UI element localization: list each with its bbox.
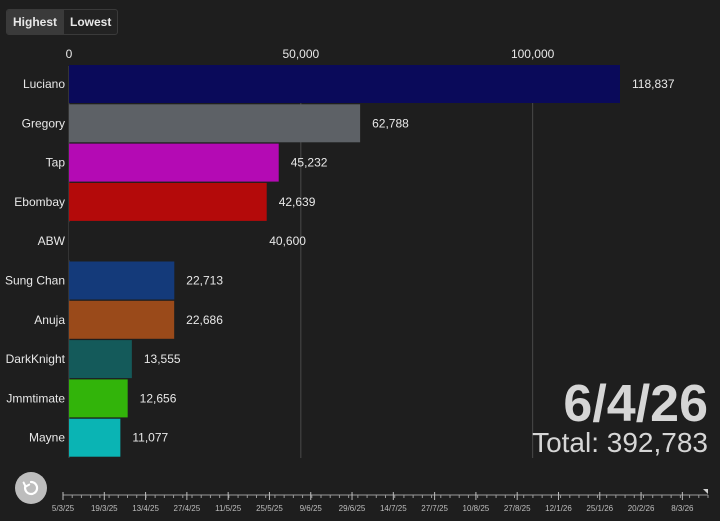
replay-icon xyxy=(22,480,39,496)
timeline-label: 27/7/25 xyxy=(421,504,448,513)
timeline-label: 13/4/25 xyxy=(132,504,159,513)
sort-toggle: Highest Lowest xyxy=(6,9,119,35)
value-label: 118,837 xyxy=(632,77,675,91)
category-label: DarkKnight xyxy=(6,352,66,366)
bar xyxy=(69,182,267,221)
bar xyxy=(69,143,279,182)
value-label: 62,788 xyxy=(372,116,409,130)
category-label: Ebombay xyxy=(14,195,65,209)
category-label: Anuja xyxy=(34,313,65,327)
value-label: 13,555 xyxy=(144,352,181,366)
timeline-label: 29/6/25 xyxy=(339,504,366,513)
category-label: Sung Chan xyxy=(5,274,65,288)
total-label: Total: 392,783 xyxy=(532,426,708,460)
timeline-label: 19/3/25 xyxy=(91,504,118,513)
bar xyxy=(69,104,361,143)
total-value: 392,783 xyxy=(606,427,708,458)
timeline-label: 12/1/26 xyxy=(545,504,572,513)
bar xyxy=(69,300,175,339)
bar xyxy=(69,340,132,379)
category-label: ABW xyxy=(38,234,66,248)
x-tick-label: 0 xyxy=(66,47,73,61)
value-label: 12,656 xyxy=(140,391,177,405)
value-label: 45,232 xyxy=(291,156,328,170)
bar xyxy=(69,418,121,457)
x-tick-label: 100,000 xyxy=(511,47,555,61)
category-label: Gregory xyxy=(22,116,65,130)
value-label: 42,639 xyxy=(279,195,316,209)
bar xyxy=(69,261,175,300)
category-label: Mayne xyxy=(29,431,65,445)
bar xyxy=(69,65,620,103)
value-label: 22,686 xyxy=(186,313,223,327)
x-tick-label: 50,000 xyxy=(282,47,319,61)
timeline-label: 27/4/25 xyxy=(174,504,201,513)
category-label: Luciano xyxy=(23,77,65,91)
timeline-label: 10/8/25 xyxy=(463,504,490,513)
category-label: Tap xyxy=(46,156,66,170)
timeline-label: 11/5/25 xyxy=(215,504,242,513)
timeline-label: 5/3/25 xyxy=(52,504,75,513)
value-label: 22,713 xyxy=(186,274,223,288)
replay-button[interactable] xyxy=(15,472,47,504)
total-prefix: Total: xyxy=(532,427,599,458)
highest-button[interactable]: Highest xyxy=(7,10,64,34)
timeline-label: 9/6/25 xyxy=(300,504,323,513)
timeline-label: 25/1/26 xyxy=(586,504,613,513)
timeline-label: 20/2/26 xyxy=(628,504,655,513)
bar xyxy=(69,379,128,418)
timeline-label: 25/5/25 xyxy=(256,504,283,513)
value-label: 40,600 xyxy=(269,234,306,248)
timeline-label: 8/3/26 xyxy=(671,504,694,513)
value-label: 11,077 xyxy=(132,431,168,445)
bar xyxy=(69,222,258,261)
timeline-label: 27/8/25 xyxy=(504,504,531,513)
timeline-label: 14/7/25 xyxy=(380,504,407,513)
timeline-end-marker xyxy=(703,489,708,494)
lowest-button[interactable]: Lowest xyxy=(63,10,117,34)
category-label: Jmmtimate xyxy=(6,391,65,405)
current-date: 6/4/26 xyxy=(563,375,708,433)
